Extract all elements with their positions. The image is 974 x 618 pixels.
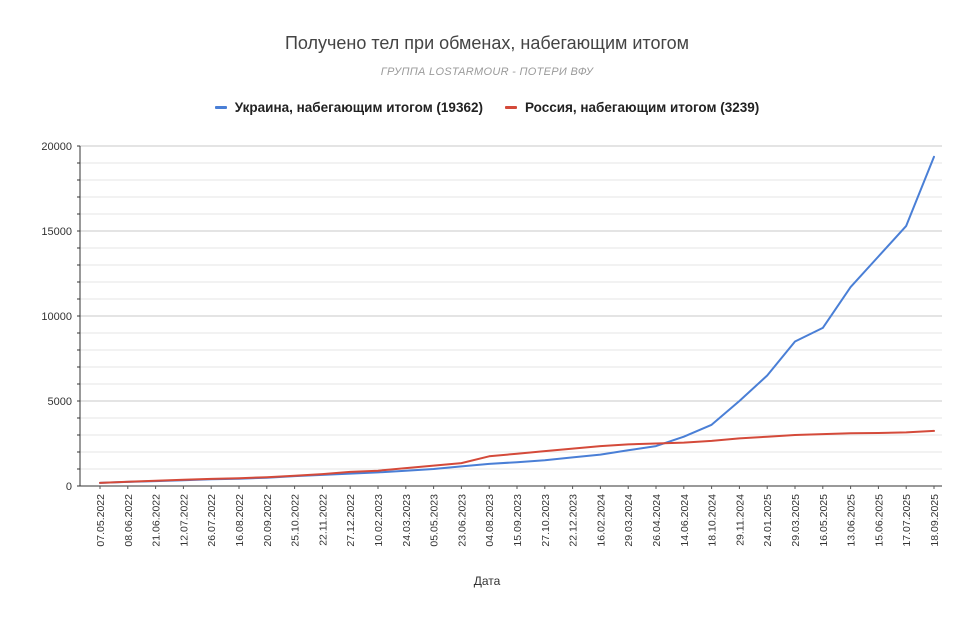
x-tick-label: 15.06.2025 bbox=[873, 494, 885, 547]
x-tick-label: 29.03.2024 bbox=[623, 494, 635, 547]
x-tick-label: 18.10.2024 bbox=[707, 494, 719, 547]
x-tick-label: 07.05.2022 bbox=[95, 494, 107, 547]
x-tick-label: 16.08.2022 bbox=[234, 494, 246, 547]
chart-subtitle: ГРУППА LOSTARMOUR - ПОТЕРИ ВФУ bbox=[380, 66, 594, 78]
legend-item-russia[interactable]: Россия, набегающим итогом (3239) bbox=[504, 100, 760, 115]
x-tick-label: 14.06.2024 bbox=[679, 494, 691, 547]
x-tick-label: 22.11.2022 bbox=[317, 494, 329, 546]
x-axis-label: Дата bbox=[473, 574, 501, 588]
legend-swatch-russia bbox=[504, 106, 517, 109]
x-tick-label: 20.09.2022 bbox=[262, 494, 274, 547]
x-tick-label: 21.06.2022 bbox=[151, 494, 163, 547]
x-tick-label: 29.03.2025 bbox=[790, 494, 802, 547]
y-tick-label: 0 bbox=[66, 481, 72, 493]
chart-title: Получено тел при обменах, набегающим ито… bbox=[284, 33, 690, 53]
y-tick-label: 20000 bbox=[41, 141, 72, 153]
series-line-russia bbox=[99, 429, 935, 484]
legend-label-ukraine: Украина, набегающим итогом (19362) bbox=[234, 100, 483, 115]
x-tick-label: 08.06.2022 bbox=[123, 494, 135, 547]
y-tick-label: 15000 bbox=[41, 226, 72, 238]
x-tick-label: 12.07.2022 bbox=[178, 494, 190, 547]
x-tick-label: 23.06.2023 bbox=[456, 494, 468, 547]
x-tick-label: 13.06.2025 bbox=[846, 494, 858, 547]
x-tick-label: 16.02.2024 bbox=[595, 494, 607, 547]
x-tick-label: 04.08.2023 bbox=[484, 494, 496, 547]
x-tick-label: 29.11.2024 bbox=[734, 494, 746, 546]
x-tick-label: 05.05.2023 bbox=[429, 494, 441, 547]
x-tick-label: 10.02.2023 bbox=[373, 494, 385, 547]
x-tick-label: 24.03.2023 bbox=[401, 494, 413, 547]
x-tick-label: 26.07.2022 bbox=[206, 494, 218, 547]
y-tick-label: 10000 bbox=[41, 311, 72, 323]
x-tick-label: 25.10.2022 bbox=[290, 494, 302, 547]
x-tick-label: 24.01.2025 bbox=[762, 494, 774, 547]
legend: Украина, набегающим итогом (19362) Росси… bbox=[0, 100, 974, 115]
x-tick-label: 18.09.2025 bbox=[929, 494, 941, 547]
x-tick-label: 26.04.2024 bbox=[651, 494, 663, 547]
x-tick-label: 27.10.2023 bbox=[540, 494, 552, 547]
x-tick-label: 15.09.2023 bbox=[512, 494, 524, 547]
x-tick-label: 16.05.2025 bbox=[818, 494, 830, 547]
x-tick-label: 17.07.2025 bbox=[901, 494, 913, 547]
legend-swatch-ukraine bbox=[214, 106, 227, 109]
x-tick-label: 27.12.2022 bbox=[345, 494, 357, 547]
legend-label-russia: Россия, набегающим итогом (3239) bbox=[524, 100, 760, 115]
x-tick-label: 22.12.2023 bbox=[568, 494, 580, 547]
legend-item-ukraine[interactable]: Украина, набегающим итогом (19362) bbox=[214, 100, 483, 115]
y-tick-label: 5000 bbox=[48, 396, 72, 408]
